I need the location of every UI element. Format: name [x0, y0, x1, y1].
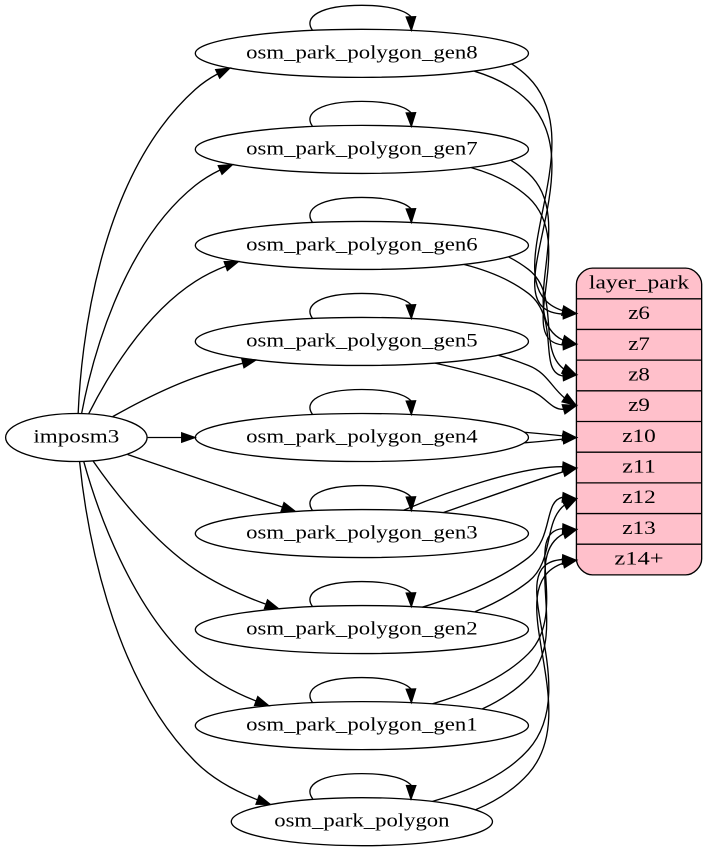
svg-text:osm_park_polygon_gen1: osm_park_polygon_gen1 [246, 715, 477, 736]
svg-text:z10: z10 [622, 426, 656, 447]
svg-text:osm_park_polygon_gen6: osm_park_polygon_gen6 [246, 234, 477, 255]
svg-text:osm_park_polygon_gen3: osm_park_polygon_gen3 [246, 522, 477, 543]
svg-text:z13: z13 [622, 518, 656, 539]
svg-text:osm_park_polygon_gen5: osm_park_polygon_gen5 [246, 330, 477, 351]
svg-text:z9: z9 [628, 395, 650, 416]
svg-text:osm_park_polygon_gen4: osm_park_polygon_gen4 [246, 426, 478, 447]
svg-text:osm_park_polygon_gen7: osm_park_polygon_gen7 [246, 138, 477, 159]
svg-text:z8: z8 [628, 364, 650, 385]
svg-text:z11: z11 [622, 456, 656, 477]
svg-text:z14+: z14+ [614, 548, 663, 569]
svg-text:osm_park_polygon: osm_park_polygon [274, 811, 450, 832]
svg-text:osm_park_polygon_gen2: osm_park_polygon_gen2 [246, 619, 477, 640]
svg-text:z7: z7 [628, 334, 650, 355]
svg-text:layer_park: layer_park [589, 272, 690, 293]
svg-text:z12: z12 [622, 487, 656, 508]
svg-text:z6: z6 [628, 303, 650, 324]
svg-text:imposm3: imposm3 [33, 426, 119, 447]
svg-text:osm_park_polygon_gen8: osm_park_polygon_gen8 [246, 42, 477, 63]
